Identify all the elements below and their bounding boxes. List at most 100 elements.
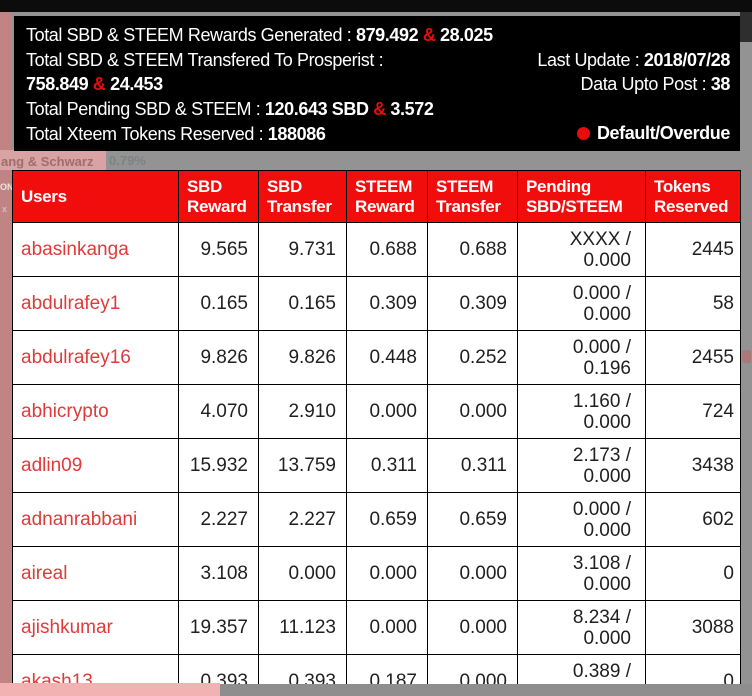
steem-reward-cell: 0.311 xyxy=(346,438,428,493)
sbd-transfer-cell: 9.731 xyxy=(258,222,347,277)
steem-transfer-cell: 0.000 xyxy=(427,384,518,439)
sbd-reward-cell: 2.227 xyxy=(178,492,259,547)
rewards-generated-text: Total SBD & STEEM Rewards Generated : 87… xyxy=(26,25,493,45)
username-cell[interactable]: abdulrafey16 xyxy=(12,330,179,385)
pending-cell: 0.000 / 0.000 xyxy=(517,276,646,331)
username-cell[interactable]: adnanrabbani xyxy=(12,492,179,547)
sbd-transfer-cell: 11.123 xyxy=(258,600,347,655)
table-row: abasinkanga 9.565 9.731 0.688 0.688 XXXX… xyxy=(12,222,741,277)
sbd-reward-cell: 9.826 xyxy=(178,330,259,385)
amp-accent: & xyxy=(373,98,386,119)
amp-accent: & xyxy=(92,74,106,94)
sbd-transfer-cell: 0.165 xyxy=(258,276,347,331)
red-dot-icon xyxy=(576,126,590,140)
underlay-fragment-x: x xyxy=(2,204,8,214)
steem-reward-cell: 0.000 xyxy=(346,546,428,601)
transferred-values-text: 758.849 & 24.453 xyxy=(26,72,163,97)
pending-cell: 0.000 / 0.000 xyxy=(517,492,646,547)
table-row: abdulrafey1 0.165 0.165 0.309 0.309 0.00… xyxy=(12,276,741,331)
tokens-cell: 2445 xyxy=(645,222,741,277)
steem-transfer-cell: 0.000 xyxy=(427,600,518,655)
steem-reward-cell: 0.000 xyxy=(346,384,428,439)
steem-transfer-cell: 0.000 xyxy=(427,546,518,601)
steem-transfer-cell: 0.309 xyxy=(427,276,518,331)
tokens-cell: 0 xyxy=(645,546,741,601)
pending-cell: 1.160 / 0.000 xyxy=(517,384,646,439)
steem-reward-cell: 0.659 xyxy=(346,492,428,547)
tokens-cell: 3438 xyxy=(645,438,741,493)
top-black-bar xyxy=(0,0,752,12)
last-update-value: 2018/07/28 xyxy=(643,49,730,70)
underlay-fragment-company: ang & Schwarz xyxy=(1,154,94,169)
rewards-table: Users SBD Reward SBD Transfer STEEM Rewa… xyxy=(12,170,741,696)
steem-transfer-cell: 0.688 xyxy=(427,222,518,277)
steem-reward-cell: 0.448 xyxy=(346,330,428,385)
sbd-reward-cell: 19.357 xyxy=(178,600,259,655)
sbd-transfer-cell: 9.826 xyxy=(258,330,347,385)
rewards-sbd-value: 879.492 xyxy=(355,25,419,45)
username-cell[interactable]: abhicrypto xyxy=(12,384,179,439)
underlay-left-strip: ON x xyxy=(0,12,14,696)
pending-text: Total Pending SBD & STEEM : 120.643 SBD … xyxy=(26,98,434,119)
column-header-pending: Pending SBD/STEEM xyxy=(517,170,646,223)
username-cell[interactable]: abasinkanga xyxy=(12,222,179,277)
column-header-sbd-transfer: SBD Transfer xyxy=(258,170,347,223)
table-row: abhicrypto 4.070 2.910 0.000 0.000 1.160… xyxy=(12,384,741,439)
column-header-steem-transfer: STEEM Transfer xyxy=(427,170,518,223)
sbd-transfer-cell: 0.000 xyxy=(258,546,347,601)
rewards-steem-value: 28.025 xyxy=(440,25,493,45)
underlay-right-smudge xyxy=(742,350,751,363)
pending-cell: XXXX / 0.000 xyxy=(517,222,646,277)
tokens-cell: 3088 xyxy=(645,600,741,655)
data-upto-text: Data Upto Post : 38 xyxy=(580,74,731,94)
table-row: abdulrafey16 9.826 9.826 0.448 0.252 0.0… xyxy=(12,330,741,385)
rewards-table-wrap: Users SBD Reward SBD Transfer STEEM Rewa… xyxy=(12,170,741,696)
tokens-cell: 2455 xyxy=(645,330,741,385)
pending-cell: 8.234 / 0.000 xyxy=(517,600,646,655)
underlay-fragment-percent: 0.79% xyxy=(109,153,146,168)
tokens-cell: 58 xyxy=(645,276,741,331)
sbd-transfer-cell: 2.227 xyxy=(258,492,347,547)
steem-reward-cell: 0.688 xyxy=(346,222,428,277)
underlay-pink-patch: ang & Schwarz xyxy=(0,150,106,170)
sbd-reward-cell: 3.108 xyxy=(178,546,259,601)
data-upto-value: 38 xyxy=(710,74,731,94)
default-overdue-legend: Default/Overdue xyxy=(576,121,730,146)
transferred-steem-value: 24.453 xyxy=(110,74,163,94)
steem-transfer-cell: 0.659 xyxy=(427,492,518,547)
tokens-cell: 602 xyxy=(645,492,741,547)
legend-label: Default/Overdue xyxy=(596,123,730,143)
steem-reward-cell: 0.000 xyxy=(346,600,428,655)
username-cell[interactable]: ajishkumar xyxy=(12,600,179,655)
amp-accent: & xyxy=(422,25,436,45)
summary-line-transferred: Total SBD & STEEM Transfered To Prosperi… xyxy=(26,48,730,73)
underlay-fragment-on: ON xyxy=(0,182,14,192)
pending-cell: 2.173 / 0.000 xyxy=(517,438,646,493)
tokens-reserved-text: Total Xteem Tokens Reserved : 188086 xyxy=(26,123,326,144)
table-row: adlin09 15.932 13.759 0.311 0.311 2.173 … xyxy=(12,438,741,493)
summary-panel: Total SBD & STEEM Rewards Generated : 87… xyxy=(14,16,740,151)
transferred-label: Total SBD & STEEM Transfered To Prosperi… xyxy=(26,49,384,70)
sbd-reward-cell: 4.070 xyxy=(178,384,259,439)
table-row: ajishkumar 19.357 11.123 0.000 0.000 8.2… xyxy=(12,600,741,655)
pending-steem-value: 3.572 xyxy=(390,98,434,119)
sbd-reward-cell: 9.565 xyxy=(178,222,259,277)
last-update-text: Last Update : 2018/07/28 xyxy=(537,49,730,70)
username-cell[interactable]: adlin09 xyxy=(12,438,179,493)
transferred-sbd-value: 758.849 xyxy=(26,74,89,94)
column-header-users: Users xyxy=(12,170,179,223)
column-header-steem-reward: STEEM Reward xyxy=(346,170,428,223)
steem-transfer-cell: 0.252 xyxy=(427,330,518,385)
table-body: abasinkanga 9.565 9.731 0.688 0.688 XXXX… xyxy=(12,222,741,696)
steem-transfer-cell: 0.311 xyxy=(427,438,518,493)
steem-reward-cell: 0.309 xyxy=(346,276,428,331)
column-header-sbd-reward: SBD Reward xyxy=(178,170,259,223)
tokens-cell: 724 xyxy=(645,384,741,439)
pending-cell: 3.108 / 0.000 xyxy=(517,546,646,601)
sbd-reward-cell: 15.932 xyxy=(178,438,259,493)
pending-sbd-value: 120.643 SBD xyxy=(264,98,369,119)
table-header-row: Users SBD Reward SBD Transfer STEEM Rewa… xyxy=(12,170,741,223)
username-cell[interactable]: aireal xyxy=(12,546,179,601)
username-cell[interactable]: abdulrafey1 xyxy=(12,276,179,331)
